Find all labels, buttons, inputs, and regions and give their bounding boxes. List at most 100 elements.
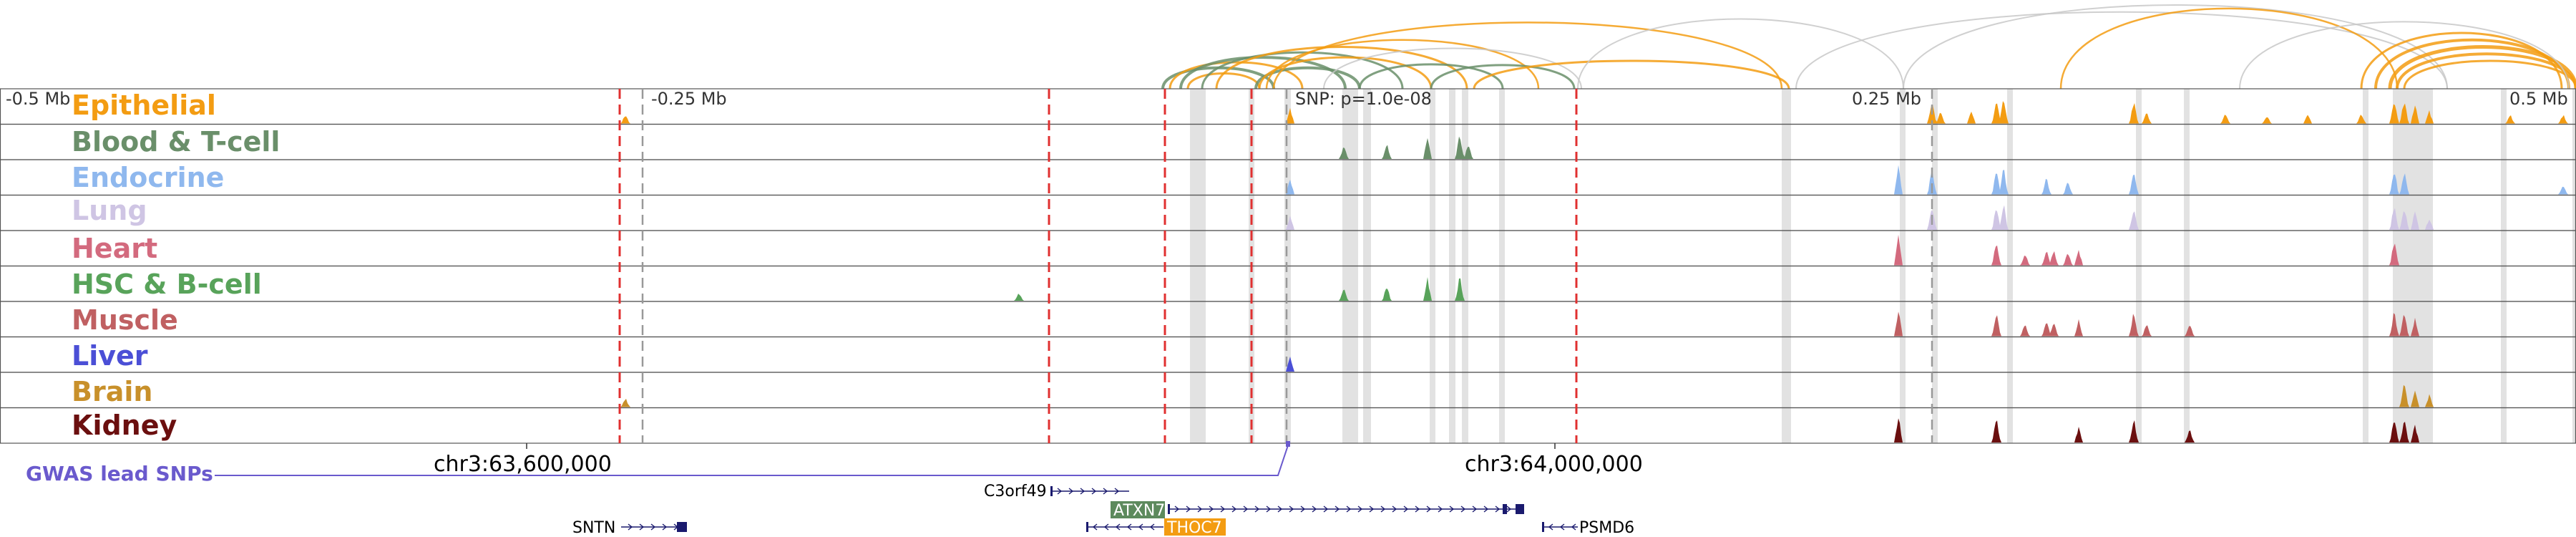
chromatin-loop: [1254, 66, 1361, 90]
chromatin-loop: [2239, 21, 2570, 90]
strand-chevron: [1392, 505, 1397, 513]
strand-chevron: [1335, 505, 1340, 513]
strand-chevron: [650, 523, 656, 531]
strand-chevron: [1149, 523, 1155, 531]
chromatin-loop: [2403, 59, 2576, 90]
track-label-hsc-b-cell: HSC & B-cell: [72, 268, 262, 300]
chromatin-loop: [1215, 46, 1468, 90]
chromatin-loop: [1186, 72, 1261, 90]
track-label-liver: Liver: [72, 340, 148, 372]
strand-chevron: [628, 523, 633, 531]
track-labels: Epithelial Blood & T-cell Endocrine Lung…: [72, 90, 280, 441]
track-label-endocrine: Endocrine: [72, 162, 224, 193]
snp-label: SNP: p=1.0e-08: [1295, 89, 1432, 109]
strand-chevron: [1506, 505, 1512, 513]
strand-chevron: [1559, 523, 1565, 531]
gene-label-thoc7: THOC7: [1166, 519, 1222, 537]
chromatin-loop: [1201, 51, 1404, 90]
strand-chevron: [1289, 505, 1294, 513]
strand-chevron: [1403, 505, 1409, 513]
gene-label-psmd6: PSMD6: [1579, 519, 1634, 537]
gwas-connector-line: [215, 445, 1289, 476]
strand-chevron: [1231, 505, 1237, 513]
gene-psmd6: [1542, 522, 1578, 532]
gene-box-thoc7: [1164, 518, 1226, 536]
gene-exon: [1503, 504, 1507, 514]
strand-chevron: [1174, 505, 1180, 513]
chromatin-loop: [1795, 11, 2448, 90]
strand-chevron: [1057, 488, 1063, 495]
chromatin-loop: [2388, 45, 2576, 90]
gene-sntn: [621, 522, 687, 532]
strand-chevron: [1426, 505, 1432, 513]
strand-chevron: [1571, 523, 1576, 531]
gene-exon: [1086, 522, 1088, 532]
gene-exon: [1542, 522, 1544, 532]
chromatin-loop: [1577, 18, 1904, 90]
strand-chevron: [1068, 488, 1074, 495]
gwas-snp-marker: [1286, 441, 1290, 447]
chromatin-loop: [1323, 47, 1582, 90]
strand-chevron: [1346, 505, 1352, 513]
track-label-lung: Lung: [72, 195, 147, 226]
strand-chevron: [1220, 505, 1226, 513]
strand-chevron: [1254, 505, 1260, 513]
strand-chevron: [1483, 505, 1489, 513]
chromatin-loop: [1473, 59, 1790, 90]
track-label-brain: Brain: [72, 376, 152, 407]
gene-track: C3orf49 ATXN7 THOC7 SNTN PSMD6: [572, 483, 1634, 537]
gene-exon: [1168, 504, 1170, 514]
gwas-annotation: GWAS lead SNPs: [26, 441, 1290, 485]
coordinate-right: chr3:64,000,000: [1465, 452, 1643, 477]
strand-chevron: [1277, 505, 1283, 513]
strand-chevron: [1415, 505, 1420, 513]
strand-chevron: [1243, 505, 1249, 513]
chromatin-loop: [1179, 56, 1347, 90]
gene-label-sntn: SNTN: [572, 519, 615, 537]
strand-chevron: [1114, 488, 1120, 495]
strand-chevron: [1369, 505, 1375, 513]
gene-thoc7: [1086, 522, 1163, 532]
track-label-kidney: Kidney: [72, 410, 177, 441]
gene-atxn7: [1168, 504, 1524, 514]
strand-chevron: [1472, 505, 1478, 513]
strand-chevron: [1091, 488, 1097, 495]
gene-label-c3orf49: C3orf49: [984, 483, 1047, 500]
strand-chevron: [1103, 523, 1109, 531]
ruler-mid-left-label: -0.25 Mb: [651, 89, 727, 109]
gene-exon: [1516, 504, 1524, 514]
strand-chevron: [1438, 505, 1443, 513]
strand-chevron: [1092, 523, 1098, 531]
chromatin-loop: [1169, 61, 1304, 90]
gene-box-atxn7: [1111, 501, 1165, 518]
coordinate-left: chr3:63,600,000: [434, 452, 612, 477]
ruler-left-label: -0.5 Mb: [6, 89, 70, 109]
chromatin-loop: [2396, 52, 2576, 90]
strand-chevron: [639, 523, 645, 531]
ruler-right-label: 0.5 Mb: [2509, 89, 2568, 109]
strand-chevron: [1103, 488, 1108, 495]
strand-chevron: [1323, 505, 1329, 513]
chromatin-loop: [2059, 7, 2399, 90]
gene-c3orf49: [1050, 486, 1129, 496]
chromatin-loop: [1272, 21, 1783, 90]
chromatin-loop: [1903, 4, 2448, 90]
track-label-muscle: Muscle: [72, 304, 178, 336]
chromatin-loop: [1430, 64, 1576, 90]
chromatin-loop: [1358, 63, 1504, 90]
track-label-blood-t-cell: Blood & T-cell: [72, 126, 280, 158]
strand-chevron: [1186, 505, 1191, 513]
ruler-mid-right-label: 0.25 Mb: [1852, 89, 1921, 109]
track-signal: [1, 357, 2575, 372]
strand-chevron: [1460, 505, 1466, 513]
chromatin-loop: [1258, 56, 1433, 90]
strand-chevron: [1138, 523, 1143, 531]
gene-exon: [677, 522, 687, 532]
chromatin-loops: [1161, 4, 2576, 90]
strand-chevron: [1548, 523, 1553, 531]
track-label-heart: Heart: [72, 233, 157, 264]
strand-chevron: [1449, 505, 1455, 513]
strand-chevron: [1197, 505, 1203, 513]
strand-chevron: [1209, 505, 1214, 513]
